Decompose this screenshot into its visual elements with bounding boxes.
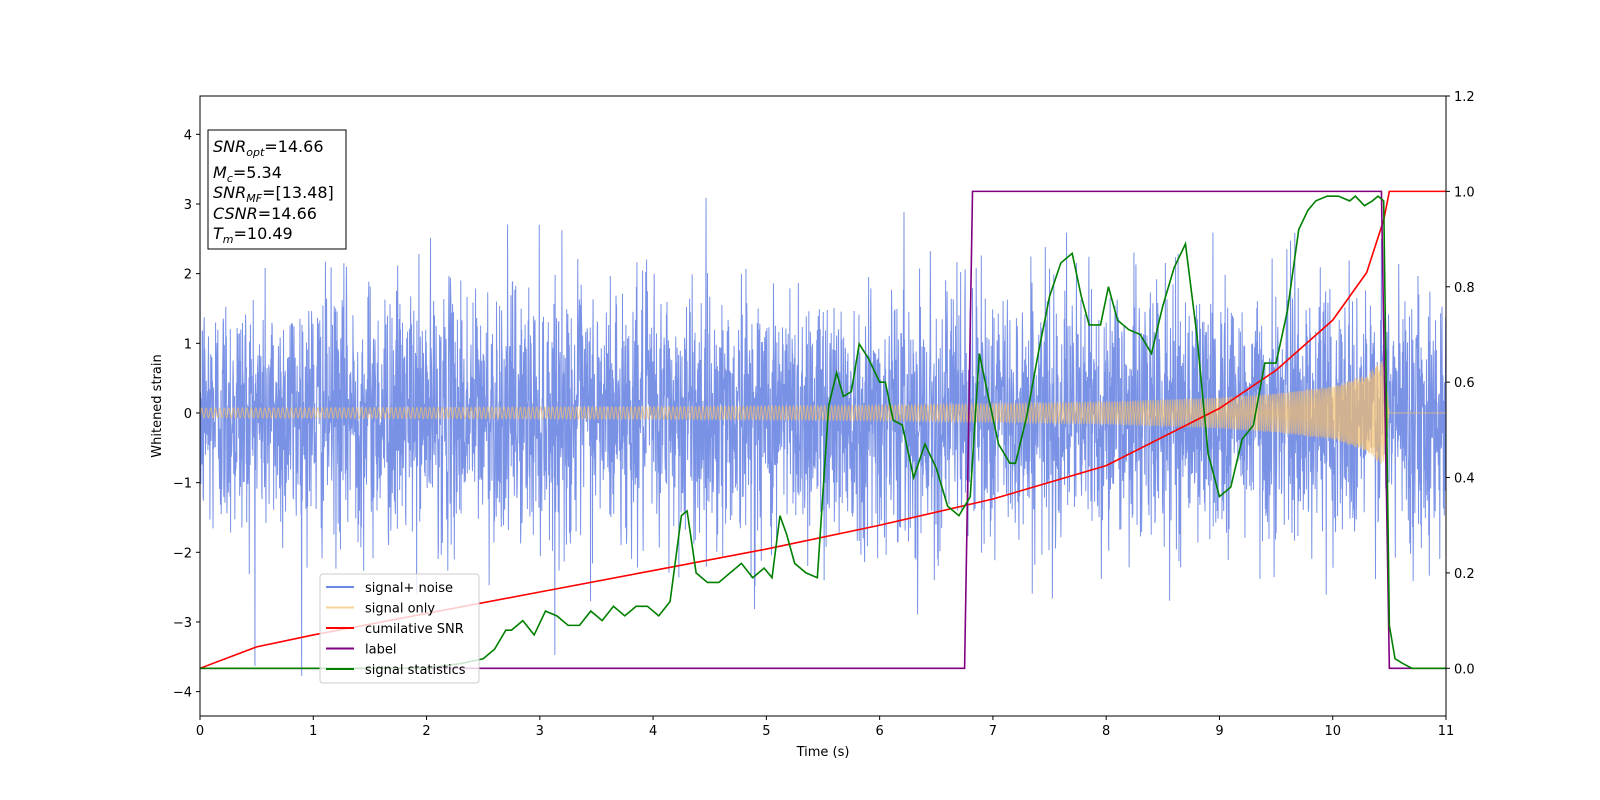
series-signal-only [200, 360, 1446, 464]
x-tick-label: 11 [1438, 724, 1455, 739]
legend-label: signal only [365, 602, 435, 617]
y2-tick-label: 1.0 [1454, 185, 1475, 200]
axes-frame [199, 95, 1447, 717]
legend-label: signal statistics [365, 663, 466, 678]
y-tick-label: −3 [173, 616, 192, 631]
x-tick-label: 6 [875, 724, 883, 739]
legend: signal+ noise signal only cumilative SNR la… [319, 573, 480, 684]
y-axis-left: −4 −3 −2 −1 0 1 2 3 4 [173, 128, 200, 701]
y-axis-label: Whitened strain [150, 354, 165, 457]
x-tick-label: 4 [649, 724, 657, 739]
x-tick-label: 0 [196, 724, 204, 739]
x-tick-label: 9 [1215, 724, 1223, 739]
info-csnr: CSNR=14.66 [213, 204, 317, 223]
y-tick-label: 2 [184, 268, 192, 283]
y2-tick-label: 1.2 [1454, 90, 1475, 105]
info-snr-opt: SNRopt=14.66 [213, 137, 324, 159]
y-tick-label: 1 [184, 337, 192, 352]
y-tick-label: 0 [184, 407, 192, 422]
y-tick-label: 3 [184, 198, 192, 213]
x-tick-label: 1 [309, 724, 317, 739]
series-label [200, 190, 1446, 670]
x-tick-label: 3 [536, 724, 544, 739]
x-tick-label: 8 [1102, 724, 1110, 739]
info-snr-mf: SNRMF=[13.48] [213, 183, 334, 205]
legend-label: label [365, 643, 396, 658]
legend-label: signal+ noise [365, 581, 453, 596]
info-box: SNRopt=14.66 Mc=5.34 SNRMF=[13.48] CSNR=… [207, 129, 347, 250]
y-tick-label: −4 [173, 686, 192, 701]
y-tick-label: −1 [173, 477, 192, 492]
y2-tick-label: 0.2 [1454, 567, 1475, 582]
y-axis-right: 0.0 0.2 0.4 0.6 0.8 1.0 1.2 [1446, 90, 1475, 677]
y-tick-label: −2 [173, 546, 192, 561]
info-tm: Tm=10.49 [213, 224, 293, 246]
x-axis: 0 1 2 3 4 5 6 7 8 9 10 11 [196, 716, 1454, 739]
x-tick-label: 5 [762, 724, 770, 739]
x-axis-label: Time (s) [796, 745, 850, 760]
y2-tick-label: 0.8 [1454, 281, 1475, 296]
y2-tick-label: 0.0 [1454, 662, 1475, 677]
y2-tick-label: 0.6 [1454, 376, 1475, 391]
x-tick-label: 2 [422, 724, 430, 739]
info-mc: Mc=5.34 [213, 163, 282, 185]
x-tick-label: 10 [1324, 724, 1341, 739]
legend-label: cumilative SNR [365, 622, 464, 637]
x-tick-label: 7 [989, 724, 997, 739]
y-tick-label: 4 [184, 128, 192, 143]
y2-tick-label: 0.4 [1454, 472, 1475, 487]
series-signal-statistics [200, 195, 1446, 670]
